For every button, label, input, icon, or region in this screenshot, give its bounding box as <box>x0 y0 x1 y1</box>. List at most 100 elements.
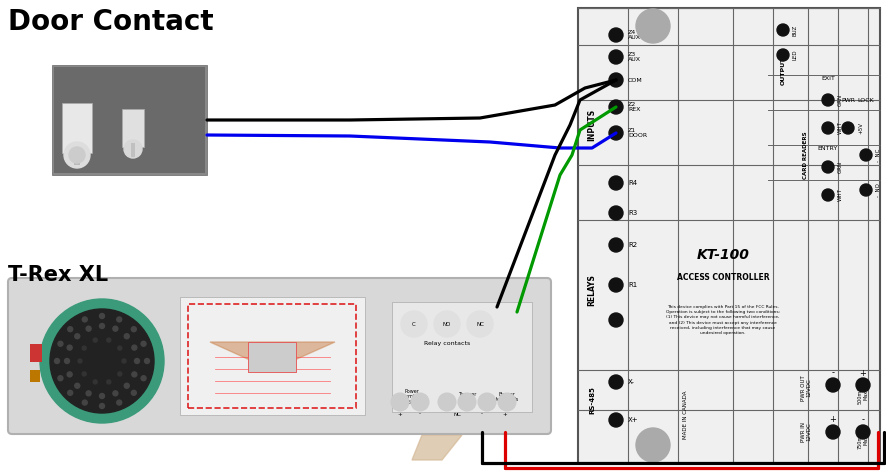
Circle shape <box>609 413 622 427</box>
Text: R3: R3 <box>627 210 636 216</box>
Circle shape <box>135 359 139 363</box>
FancyBboxPatch shape <box>8 278 550 434</box>
Text: Z1
DOOR: Z1 DOOR <box>627 128 647 139</box>
Circle shape <box>118 346 121 350</box>
Bar <box>62 103 92 153</box>
Circle shape <box>106 380 111 384</box>
Text: R4: R4 <box>627 180 636 186</box>
Text: COM: COM <box>627 78 642 82</box>
Circle shape <box>855 425 869 439</box>
Circle shape <box>82 372 86 376</box>
Text: GRN: GRN <box>837 161 842 173</box>
Text: LOCK: LOCK <box>857 97 874 103</box>
Circle shape <box>93 338 97 342</box>
Circle shape <box>124 334 129 339</box>
Text: KT-100: KT-100 <box>696 248 749 262</box>
Circle shape <box>776 24 789 36</box>
Text: PWR OUT
12VDC: PWR OUT 12VDC <box>800 375 811 401</box>
Text: RELAYS: RELAYS <box>587 274 595 306</box>
Circle shape <box>141 342 146 346</box>
Circle shape <box>466 311 493 337</box>
Circle shape <box>438 393 455 411</box>
Text: MADE IN CANADA: MADE IN CANADA <box>683 391 688 439</box>
Bar <box>248 342 296 372</box>
Circle shape <box>821 122 833 134</box>
Circle shape <box>433 311 460 337</box>
Text: Z3
AUX: Z3 AUX <box>627 52 641 62</box>
Circle shape <box>117 317 121 322</box>
Circle shape <box>99 394 105 398</box>
Text: INPUTS: INPUTS <box>587 109 595 141</box>
Circle shape <box>113 326 118 331</box>
Circle shape <box>113 391 118 396</box>
Circle shape <box>609 126 622 140</box>
Circle shape <box>609 100 622 114</box>
Text: LED: LED <box>792 50 797 61</box>
Circle shape <box>93 380 97 384</box>
Circle shape <box>635 428 669 462</box>
Circle shape <box>82 346 86 350</box>
Text: PWR IN
12VDC: PWR IN 12VDC <box>800 422 811 442</box>
Circle shape <box>859 149 871 161</box>
Circle shape <box>86 326 91 331</box>
Circle shape <box>609 176 622 190</box>
Text: WHT: WHT <box>837 189 842 201</box>
Text: -: - <box>418 412 421 417</box>
Circle shape <box>69 147 85 163</box>
Circle shape <box>124 383 129 388</box>
Circle shape <box>609 375 622 389</box>
Bar <box>188 304 355 408</box>
Circle shape <box>132 372 136 377</box>
Circle shape <box>82 400 87 405</box>
Circle shape <box>99 324 105 329</box>
Text: Power
terminal
(12-38Vdc): Power terminal (12-38Vdc) <box>398 389 425 405</box>
Circle shape <box>54 359 59 363</box>
Circle shape <box>40 299 164 423</box>
Circle shape <box>67 327 73 332</box>
Text: X-: X- <box>627 379 634 385</box>
Bar <box>30 344 42 362</box>
Text: Z4
AUX: Z4 AUX <box>627 30 641 40</box>
Text: -: - <box>830 368 834 377</box>
Bar <box>131 143 135 157</box>
Circle shape <box>122 359 126 363</box>
Bar <box>52 65 206 175</box>
Text: 500mA
Max: 500mA Max <box>857 386 867 404</box>
Circle shape <box>131 390 136 395</box>
Bar <box>54 67 205 173</box>
Text: X+: X+ <box>627 417 638 423</box>
Bar <box>30 370 40 382</box>
Text: ENTRY: ENTRY <box>817 146 837 150</box>
Text: -  NC: - NC <box>875 149 880 162</box>
Circle shape <box>132 345 136 350</box>
Polygon shape <box>210 342 335 370</box>
Circle shape <box>497 393 516 411</box>
Bar <box>578 8 879 463</box>
Circle shape <box>410 393 429 411</box>
Circle shape <box>855 378 869 392</box>
Circle shape <box>609 206 622 220</box>
Circle shape <box>609 238 622 252</box>
Circle shape <box>841 122 853 134</box>
Text: CARD READERS: CARD READERS <box>803 131 807 179</box>
Circle shape <box>478 393 495 411</box>
Text: Z2
REX: Z2 REX <box>627 102 640 113</box>
Text: -  NO: - NO <box>875 183 880 197</box>
Circle shape <box>99 314 105 318</box>
Circle shape <box>391 393 408 411</box>
Circle shape <box>74 383 80 388</box>
Circle shape <box>457 393 476 411</box>
Circle shape <box>859 184 871 196</box>
Text: +: + <box>859 368 866 377</box>
Circle shape <box>400 311 426 337</box>
Circle shape <box>144 359 150 363</box>
Circle shape <box>67 372 72 377</box>
Text: ACCESS CONTROLLER: ACCESS CONTROLLER <box>676 273 768 282</box>
Bar <box>74 147 80 165</box>
Circle shape <box>131 327 136 332</box>
Circle shape <box>609 73 622 87</box>
Text: R1: R1 <box>627 282 636 288</box>
Text: This device complies with Part 15 of the FCC Rules.
Operation is subject to the : This device complies with Part 15 of the… <box>665 305 779 335</box>
Circle shape <box>609 278 622 292</box>
Text: WHT: WHT <box>837 122 842 134</box>
